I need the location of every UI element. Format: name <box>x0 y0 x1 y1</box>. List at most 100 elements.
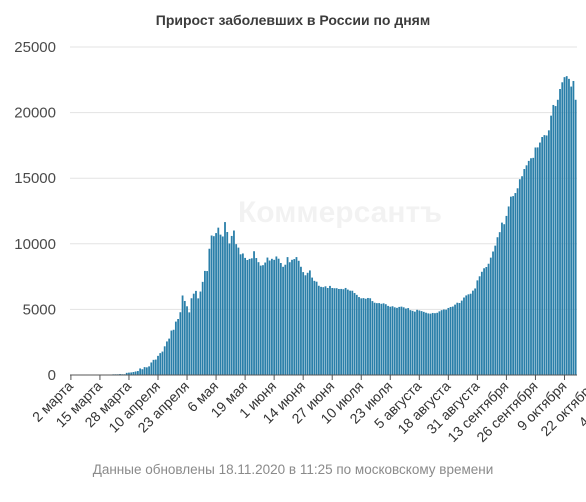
bar <box>393 307 396 375</box>
bar <box>360 298 363 375</box>
bar <box>494 245 497 375</box>
bar <box>344 287 347 375</box>
bar <box>429 313 432 375</box>
bar <box>570 86 573 375</box>
bar <box>315 281 318 375</box>
bar <box>190 298 193 375</box>
bar <box>496 237 499 375</box>
bar <box>259 265 262 375</box>
bar <box>141 369 144 375</box>
bar <box>534 147 537 375</box>
bar <box>369 298 372 375</box>
bar <box>523 169 526 375</box>
bar <box>264 262 267 375</box>
bar <box>154 359 157 375</box>
update-footnote: Данные обновлены 18.11.2020 в 11:25 по м… <box>92 462 494 477</box>
bar <box>561 82 564 375</box>
bar <box>275 256 278 375</box>
bar <box>248 258 251 375</box>
bar <box>342 289 345 375</box>
bar <box>206 271 209 375</box>
bar <box>503 224 506 375</box>
bar <box>445 309 448 375</box>
bar <box>197 298 200 375</box>
bar <box>273 259 276 375</box>
bar <box>568 78 570 376</box>
bar <box>333 288 336 375</box>
bar <box>460 300 463 375</box>
bar <box>420 311 423 375</box>
bar <box>545 135 548 375</box>
bars <box>70 76 577 376</box>
bar <box>378 303 381 375</box>
y-tick-label: 5000 <box>23 301 56 318</box>
bar <box>188 312 191 375</box>
bar <box>286 257 289 375</box>
bar <box>472 290 474 375</box>
bar <box>398 306 401 375</box>
bar <box>498 232 501 375</box>
bar <box>291 259 293 375</box>
bar <box>204 270 206 375</box>
bar <box>349 290 351 375</box>
bar <box>217 227 220 375</box>
bar <box>143 367 146 375</box>
bar <box>487 263 490 375</box>
bar <box>434 313 436 375</box>
bar <box>201 281 204 375</box>
bar <box>168 338 171 375</box>
bar <box>467 294 470 375</box>
bar <box>246 260 249 375</box>
bar <box>128 372 130 375</box>
bar <box>329 285 331 375</box>
bar <box>353 293 356 375</box>
bar <box>552 104 555 376</box>
bar <box>226 232 229 375</box>
bar <box>215 233 217 375</box>
bar <box>257 262 260 375</box>
bar <box>130 372 133 375</box>
bar <box>396 307 398 375</box>
bar <box>210 235 213 375</box>
bar <box>152 359 155 375</box>
bar <box>297 260 300 375</box>
y-tick-label: 25000 <box>14 39 56 56</box>
bar <box>527 160 530 375</box>
bar <box>442 309 445 375</box>
bar <box>451 306 454 375</box>
bar <box>541 137 544 375</box>
bar <box>559 89 561 375</box>
bar <box>293 259 296 375</box>
bar <box>212 236 215 375</box>
y-tick-label: 10000 <box>14 236 56 253</box>
bar <box>139 368 142 375</box>
bar <box>145 367 148 375</box>
bar <box>355 294 358 375</box>
bar <box>449 306 452 375</box>
bar <box>235 244 238 375</box>
bar <box>407 308 410 375</box>
bar <box>367 297 369 375</box>
bar <box>183 300 186 375</box>
watermark-logo: Коммерсантъ <box>238 196 442 229</box>
bar <box>485 267 488 375</box>
bar <box>331 287 334 375</box>
bar <box>159 353 162 375</box>
bar <box>510 196 512 375</box>
bar <box>431 312 434 375</box>
bar <box>469 293 472 375</box>
bar <box>186 306 188 375</box>
bar <box>480 271 483 375</box>
bar <box>402 307 405 375</box>
bar <box>382 303 385 375</box>
bar <box>179 312 182 375</box>
bar <box>346 289 349 375</box>
bar <box>547 130 550 375</box>
bar <box>454 304 456 375</box>
bar <box>268 260 271 375</box>
bar <box>456 302 459 375</box>
bar <box>387 305 389 375</box>
bar <box>411 310 414 375</box>
bar <box>150 362 153 375</box>
bar <box>543 135 546 375</box>
